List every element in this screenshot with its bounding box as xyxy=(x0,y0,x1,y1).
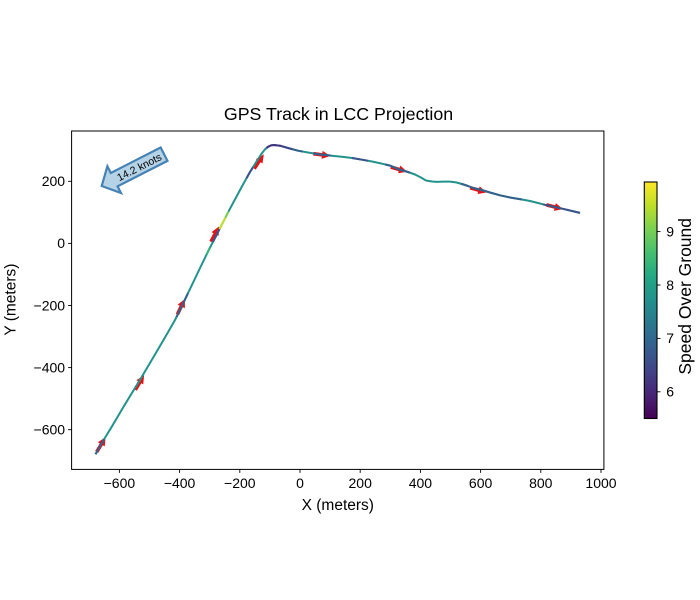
svg-text:−600: −600 xyxy=(104,475,136,491)
svg-text:200: 200 xyxy=(349,475,373,491)
svg-text:X (meters): X (meters) xyxy=(302,497,374,514)
svg-text:9: 9 xyxy=(666,223,674,239)
svg-text:8: 8 xyxy=(666,277,674,293)
svg-text:1000: 1000 xyxy=(585,475,616,491)
svg-text:Speed Over Ground: Speed Over Ground xyxy=(675,218,695,375)
svg-text:−400: −400 xyxy=(164,475,196,491)
svg-text:GPS Track in LCC Projection: GPS Track in LCC Projection xyxy=(224,104,453,124)
svg-text:0: 0 xyxy=(296,475,304,491)
svg-text:600: 600 xyxy=(469,475,493,491)
svg-text:0: 0 xyxy=(57,235,65,251)
svg-text:6: 6 xyxy=(666,384,674,400)
svg-text:7: 7 xyxy=(666,330,674,346)
svg-text:−400: −400 xyxy=(34,359,66,375)
svg-text:−200: −200 xyxy=(34,297,66,313)
svg-text:800: 800 xyxy=(529,475,553,491)
svg-text:−200: −200 xyxy=(224,475,256,491)
svg-text:Y (meters): Y (meters) xyxy=(3,264,20,336)
svg-text:200: 200 xyxy=(42,173,66,189)
svg-text:400: 400 xyxy=(409,475,433,491)
svg-text:−600: −600 xyxy=(34,422,66,438)
